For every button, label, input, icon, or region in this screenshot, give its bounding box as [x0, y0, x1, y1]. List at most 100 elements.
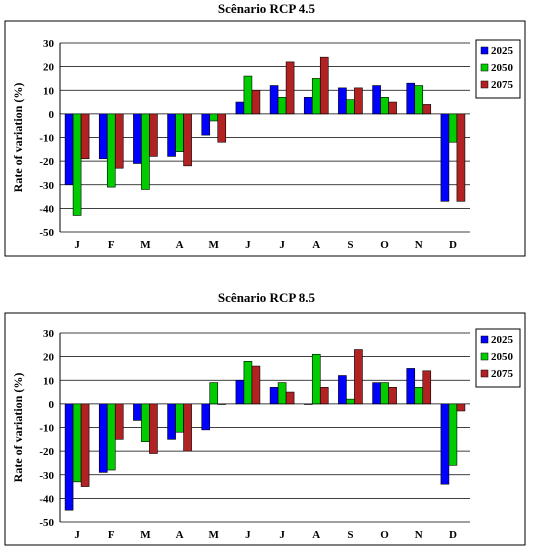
bar-2075 [319, 56, 329, 115]
y-tick-label: -50 [39, 227, 54, 239]
bar-2025 [133, 113, 142, 164]
x-tick-label: F [108, 529, 115, 541]
bar-chart-rcp45: 30 20 10 0 -10 -20 -30 -40 -50 J F M A M J J A S O N D Rate o… [4, 20, 526, 257]
bar-2075 [285, 61, 295, 115]
x-tick-label: N [415, 529, 423, 541]
bar-2075 [422, 370, 432, 405]
chart-frame [4, 312, 526, 546]
y-tick-label: -40 [39, 493, 54, 505]
x-tick-label: J [279, 239, 285, 251]
bar-2075 [251, 365, 261, 405]
bar-2050 [209, 113, 219, 122]
x-tick-label: J [245, 529, 251, 541]
chart-title: Scênario RCP 8.5 [217, 290, 316, 305]
y-tick-label: -10 [39, 423, 54, 435]
legend: 2025 2050 2075 [475, 328, 521, 388]
legend-label: 2025 [491, 45, 514, 57]
legend: 2025 2050 2075 [475, 39, 521, 99]
x-tick-label: A [312, 529, 320, 541]
x-tick-label: J [74, 529, 80, 541]
bar-2050 [346, 398, 355, 405]
chart-title: Scênario RCP 4.5 [217, 1, 316, 16]
bar-2075 [149, 113, 158, 157]
bar-2025 [440, 113, 450, 202]
y-tick-label: -20 [39, 446, 54, 458]
x-tick-label: O [380, 529, 389, 541]
bar-2025 [338, 375, 347, 405]
legend-swatch [480, 46, 489, 55]
y-tick-label: 30 [43, 38, 55, 50]
x-tick-label: J [245, 239, 251, 251]
bar-2025 [133, 403, 142, 421]
bar-2050 [243, 361, 253, 405]
bar-2075 [183, 403, 192, 452]
bar-2075 [80, 113, 90, 160]
legend-label: 2050 [491, 62, 514, 74]
bar-2025 [98, 403, 108, 473]
bar-2050 [72, 113, 82, 216]
x-tick-label: S [347, 239, 353, 251]
bar-2050 [414, 85, 424, 115]
chart-frame [4, 20, 526, 257]
bar-2050 [175, 403, 184, 433]
x-tick-label: J [279, 529, 285, 541]
y-tick-label: -30 [39, 180, 54, 192]
y-tick-label: 20 [43, 352, 55, 364]
y-tick-label: 10 [43, 85, 55, 97]
bar-2050 [243, 75, 253, 115]
bar-2075 [183, 113, 192, 167]
bar-2050 [106, 403, 116, 471]
y-tick-label: 10 [43, 375, 55, 387]
y-tick-label: 30 [43, 328, 55, 340]
legend-label: 2050 [491, 351, 514, 363]
legend-swatch [480, 80, 489, 89]
bar-2075 [217, 113, 227, 143]
bar-2050 [448, 113, 458, 143]
bar-2050 [209, 382, 219, 405]
x-tick-label: M [140, 239, 151, 251]
bar-2075 [319, 387, 329, 405]
bar-2075 [388, 101, 397, 115]
y-tick-label: -20 [39, 156, 54, 168]
x-tick-label: O [380, 239, 389, 251]
legend-swatch [480, 369, 489, 378]
bar-2025 [269, 85, 279, 115]
legend-label: 2075 [491, 79, 514, 91]
bar-2075 [285, 391, 295, 405]
bar-2050 [311, 353, 321, 405]
bar-2075 [456, 403, 466, 412]
x-tick-label: F [108, 239, 115, 251]
legend-swatch [480, 352, 489, 361]
bar-2025 [98, 113, 108, 160]
bar-2025 [372, 85, 381, 115]
y-tick-label: -10 [39, 133, 54, 145]
x-tick-label: M [209, 529, 220, 541]
bar-2075 [217, 403, 227, 405]
bar-2025 [338, 87, 347, 115]
y-tick-label: 20 [43, 62, 55, 74]
bar-2025 [167, 113, 176, 157]
y-axis-label: Rate of variation (%) [11, 83, 25, 193]
bar-2075 [149, 403, 158, 454]
y-tick-label: 0 [49, 399, 55, 411]
bar-2025 [406, 82, 416, 115]
bar-2050 [277, 382, 287, 405]
bar-2025 [303, 403, 313, 405]
bar-2025 [372, 382, 381, 405]
bar-2050 [141, 403, 150, 442]
bar-2075 [354, 349, 363, 405]
bar-2025 [235, 379, 245, 405]
bar-2075 [114, 113, 124, 169]
bar-2050 [141, 113, 150, 190]
bar-2025 [201, 403, 211, 431]
bar-2075 [388, 387, 397, 405]
bar-2025 [167, 403, 176, 440]
bar-2050 [106, 113, 116, 188]
x-tick-label: M [209, 239, 220, 251]
bar-2075 [80, 403, 90, 487]
bar-2050 [380, 382, 389, 405]
bar-2025 [406, 368, 416, 405]
y-tick-label: -40 [39, 203, 54, 215]
legend-label: 2075 [491, 368, 514, 380]
bar-2050 [277, 97, 287, 115]
